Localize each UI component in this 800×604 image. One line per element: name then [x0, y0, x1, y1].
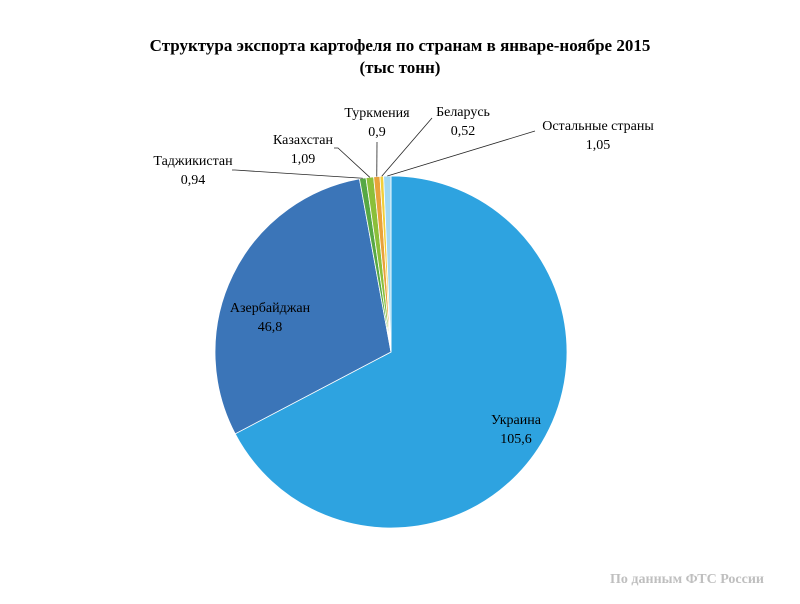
slice-label-6: Остальные страны — [542, 119, 654, 134]
slice-label-1: Азербайджан — [230, 301, 311, 316]
slice-value-0: 105,6 — [500, 432, 532, 447]
slice-label-2: Таджикистан — [153, 154, 233, 169]
slice-label-5: Беларусь — [436, 105, 490, 120]
slice-value-5: 0,52 — [451, 124, 476, 139]
leader-line-6 — [387, 130, 536, 177]
slice-label-0: Украина — [491, 413, 542, 428]
slice-value-3: 1,09 — [291, 152, 316, 167]
leader-line-3 — [334, 147, 371, 178]
chart-subtitle: (тыс тонн) — [359, 58, 441, 77]
pie-slice-1 — [214, 178, 392, 435]
slice-value-6: 1,05 — [586, 138, 611, 153]
pie-slice-0 — [234, 175, 568, 529]
slice-label-4: Туркмения — [344, 106, 410, 121]
source-note: По данным ФТС России — [610, 572, 764, 587]
leader-line-5 — [381, 117, 433, 177]
slice-value-4: 0,9 — [368, 125, 386, 140]
slice-value-2: 0,94 — [181, 173, 206, 188]
slice-label-3: Казахстан — [273, 133, 333, 148]
leader-line-2 — [232, 169, 363, 179]
chart-title: Структура экспорта картофеля по странам … — [149, 36, 651, 55]
slice-value-1: 46,8 — [258, 320, 283, 335]
